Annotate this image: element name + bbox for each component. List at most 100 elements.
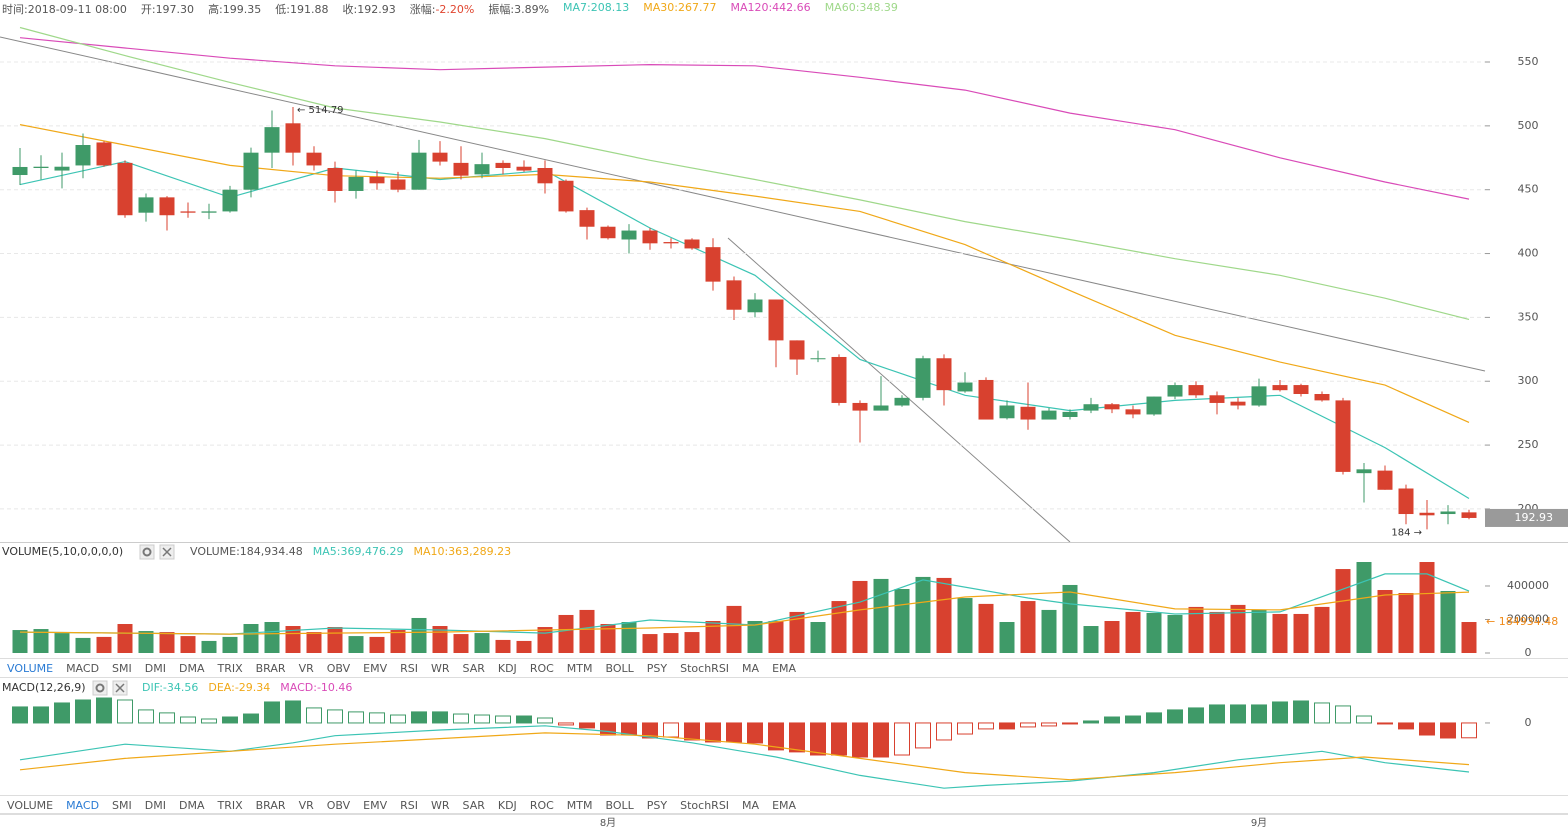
indicator-tab[interactable]: RSI: [400, 798, 418, 812]
indicator-tab[interactable]: DMI: [144, 798, 166, 812]
volume-bar: [1293, 613, 1309, 653]
indicator-tab[interactable]: VR: [298, 661, 314, 675]
candle-body: [747, 299, 763, 313]
macd-bar: [432, 711, 448, 724]
candle-body: [516, 166, 532, 171]
volume-bar: [117, 624, 133, 653]
candle-body: [285, 123, 301, 153]
macd-bar: [1041, 722, 1057, 727]
volume-bar: [915, 576, 931, 653]
indicator-tab[interactable]: VOLUME: [7, 798, 54, 812]
indicator-tab[interactable]: MACD: [66, 661, 100, 675]
indicator-tab[interactable]: RSI: [400, 661, 418, 675]
indicator-tab[interactable]: OBV: [326, 798, 351, 812]
indicator-tab[interactable]: EMV: [363, 661, 388, 675]
candle-body: [726, 280, 742, 310]
indicator-tab[interactable]: EMA: [772, 798, 797, 812]
indicator-tab[interactable]: SAR: [462, 661, 485, 675]
header-item: 高:199.35: [208, 1, 261, 17]
candle-body: [243, 152, 259, 190]
indicator-tab[interactable]: EMA: [772, 661, 797, 675]
indicator-tab[interactable]: KDJ: [497, 798, 517, 812]
y-tick-label: 400: [1518, 247, 1539, 260]
legend-entry: MA60:348.39: [824, 1, 898, 14]
macd-bar: [936, 722, 952, 741]
macd-bar: [915, 722, 931, 749]
volume-bar: [1020, 601, 1036, 653]
indicator-tab[interactable]: VOLUME: [7, 661, 54, 675]
y-tick-label: 550: [1518, 55, 1539, 68]
indicator-tab[interactable]: BRAR: [255, 798, 286, 812]
indicator-tab[interactable]: DMI: [144, 661, 166, 675]
volume-bar: [810, 622, 826, 653]
macd-bar: [54, 702, 70, 724]
indicator-tab[interactable]: StochRSI: [680, 798, 730, 812]
macd-bar: [705, 722, 721, 743]
y-tick-label: 300: [1518, 374, 1539, 387]
indicator-tab[interactable]: SAR: [462, 798, 485, 812]
indicator-tab[interactable]: MA: [742, 661, 760, 675]
volume-bar: [936, 577, 952, 653]
volume-bar: [1419, 562, 1435, 653]
macd-bar: [999, 722, 1015, 730]
close-x: [162, 547, 172, 557]
indicator-tab[interactable]: MACD: [66, 798, 100, 812]
indicator-tab[interactable]: BRAR: [255, 661, 286, 675]
macd-bar: [1188, 707, 1204, 724]
candle-body: [1041, 410, 1057, 420]
indicator-tab[interactable]: DMA: [178, 661, 205, 675]
candle-body: [1083, 404, 1099, 411]
indicator-tab[interactable]: SMI: [112, 661, 132, 675]
indicator-tab[interactable]: MA: [742, 798, 760, 812]
indicator-tab[interactable]: TRIX: [217, 661, 243, 675]
volume-bar: [222, 636, 238, 653]
candle-body: [159, 197, 175, 216]
macd-bar: [138, 709, 154, 724]
volume-bar: [789, 611, 805, 653]
header-label: 时间:: [2, 3, 28, 16]
volume-bar: [1041, 609, 1057, 653]
candle-body: [306, 152, 322, 166]
candle-body: [978, 379, 994, 420]
indicator-tab[interactable]: SMI: [112, 798, 132, 812]
indicator-tab[interactable]: MTM: [566, 798, 593, 812]
candle-body: [663, 242, 679, 244]
indicator-tab[interactable]: PSY: [646, 798, 668, 812]
indicator-tab[interactable]: EMV: [363, 798, 388, 812]
volume-bar: [201, 640, 217, 653]
indicator-tab[interactable]: BOLL: [605, 661, 634, 675]
indicator-tabs: VOLUME MACD SMI DMI DMA TRIX BRAR VR OBV EMV RSI WR…: [0, 658, 1568, 678]
header: 时间:2018-09-11 08:00 开:197.30 高:199.35 低:191…: [2, 1, 898, 17]
macd-bar: [894, 722, 910, 756]
volume-bar: [558, 614, 574, 653]
macd-bar: [1125, 715, 1141, 724]
candle-body: [1125, 409, 1141, 415]
indicator-tab[interactable]: PSY: [646, 661, 668, 675]
indicator-tab[interactable]: OBV: [326, 661, 351, 675]
y-tick-label: 400000: [1507, 579, 1549, 592]
settings-icon[interactable]: [92, 680, 108, 696]
volume-bar: [75, 637, 91, 653]
header-label: 高:: [208, 3, 223, 16]
candle-body: [495, 162, 511, 168]
volume-bar: [159, 632, 175, 653]
annotation: ← 514.79: [297, 105, 344, 116]
macd-bar: [1209, 704, 1225, 724]
macd-bar: [810, 722, 826, 756]
volume-bar: [453, 634, 469, 653]
indicator-tab[interactable]: ROC: [529, 798, 554, 812]
indicator-tab[interactable]: WR: [430, 798, 450, 812]
candle-body: [1440, 511, 1456, 515]
indicator-tab[interactable]: StochRSI: [680, 661, 730, 675]
indicator-tab[interactable]: DMA: [178, 798, 205, 812]
macd-bar: [117, 699, 133, 724]
indicator-tab[interactable]: WR: [430, 661, 450, 675]
indicator-tab[interactable]: ROC: [529, 661, 554, 675]
indicator-tab[interactable]: TRIX: [217, 798, 243, 812]
indicator-tab[interactable]: BOLL: [605, 798, 634, 812]
settings-icon[interactable]: [139, 544, 155, 560]
indicator-tab[interactable]: VR: [298, 798, 314, 812]
indicator-tab[interactable]: KDJ: [497, 661, 517, 675]
indicator-tab[interactable]: MTM: [566, 661, 593, 675]
